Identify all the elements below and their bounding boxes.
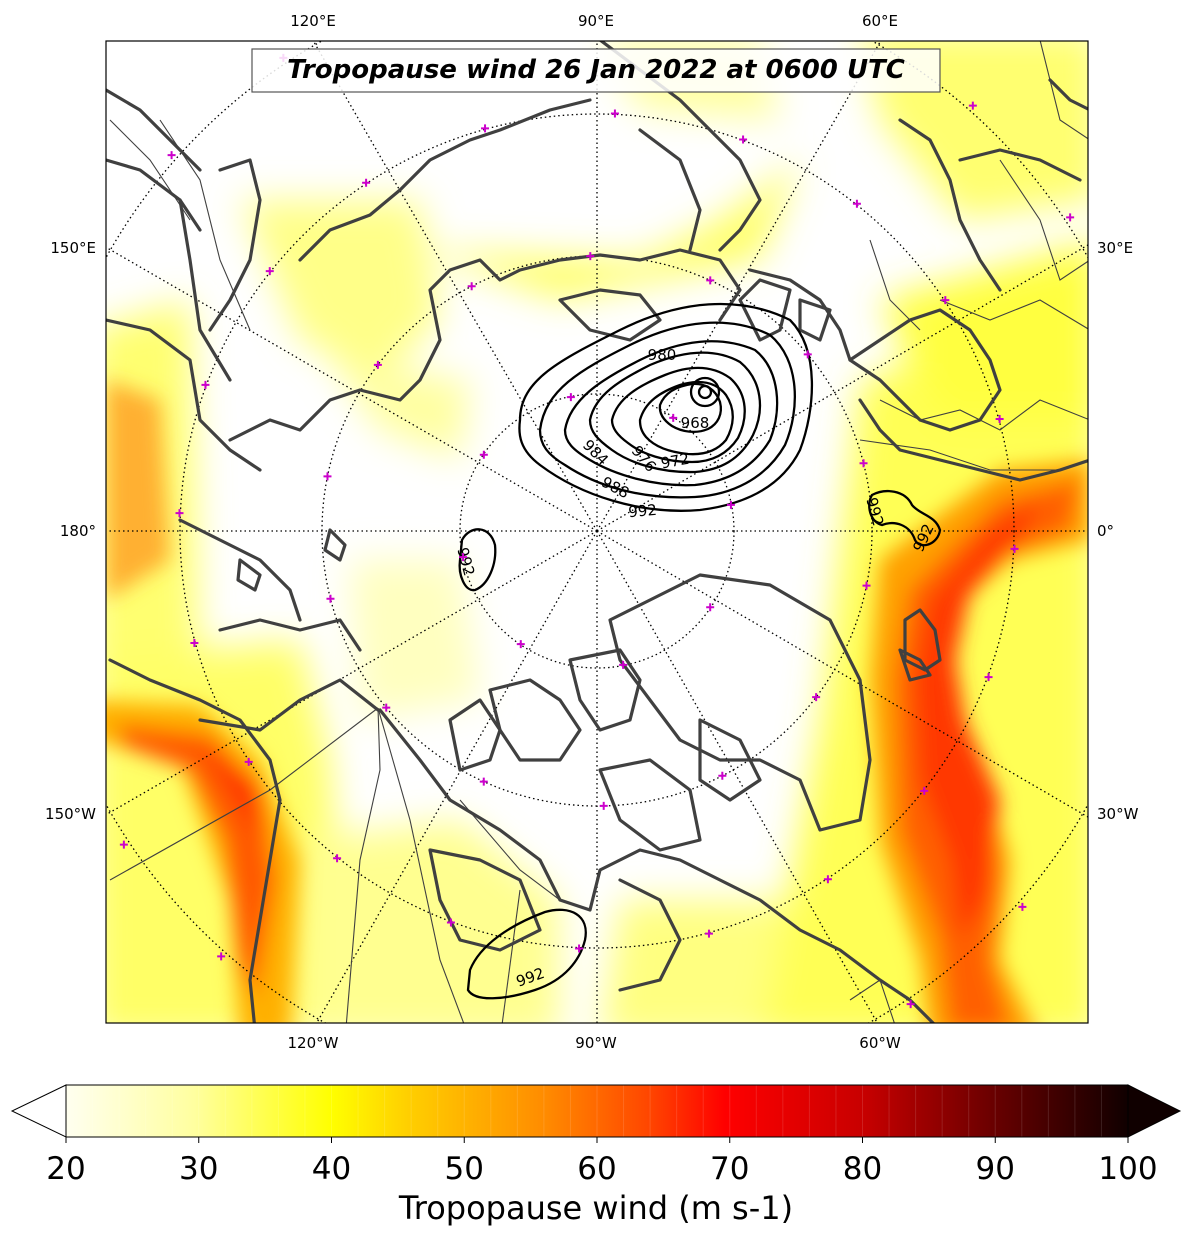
lon-label-right: 30°W (1097, 805, 1139, 823)
colorbar-tick-label: 50 (445, 1151, 484, 1187)
marker-plus (323, 472, 332, 481)
marker-plus (586, 252, 595, 261)
isobar-label: 992 (628, 501, 658, 521)
marker-plus (459, 553, 468, 562)
isobar-label: 980 (648, 346, 677, 364)
coastlines (106, 41, 1088, 1023)
marker-plus (984, 673, 993, 682)
lon-label-top: 120°E (290, 12, 336, 30)
colorbar: 20 30 40 50 60 70 80 90 100 Tropopause wind (m s… (10, 1084, 1182, 1227)
pressure-contours (458, 302, 942, 1000)
marker-plus (190, 638, 199, 647)
map-frame (105, 40, 1089, 1024)
marker-plus (968, 101, 977, 110)
marker-plus (119, 840, 128, 849)
lon-label-top: 90°E (578, 12, 614, 30)
marker-plus (167, 151, 176, 160)
marker-plus (201, 380, 210, 389)
colorbar-tick-label: 20 (46, 1151, 85, 1187)
colorbar-bands (92, 1085, 1102, 1137)
marker-plus (906, 1000, 915, 1009)
marker-plus (739, 135, 748, 144)
marker-plus (862, 581, 871, 590)
marker-plus (599, 801, 608, 810)
colorbar-max-extend (1127, 1084, 1182, 1138)
marker-plus (995, 415, 1004, 424)
colorbar-tick-label: 40 (312, 1151, 351, 1187)
marker-plus (175, 509, 184, 518)
marker-plus (382, 703, 391, 712)
colorbar-ticks: 20 30 40 50 60 70 80 90 100 (46, 1137, 1158, 1187)
colorbar-tick-label: 60 (577, 1151, 616, 1187)
colorbar-title: Tropopause wind (m s-1) (398, 1189, 793, 1227)
colorbar-tick-label: 90 (976, 1151, 1015, 1187)
marker-plus (575, 944, 584, 953)
marker-plus (1010, 544, 1019, 553)
marker-plus (610, 109, 619, 118)
isobar-label: 968 (681, 414, 710, 432)
lon-label-left: 150°W (45, 805, 96, 823)
lon-label-left: 150°E (50, 239, 96, 257)
marker-plus (619, 660, 628, 669)
marker-plus (446, 918, 455, 927)
marker-plus (718, 771, 727, 780)
lon-label-bottom: 60°W (859, 1034, 901, 1052)
observation-markers (119, 53, 1075, 1009)
map-area: 980 968 984 976 972 988 992 992 992 992 … (106, 41, 1088, 1023)
marker-plus (566, 393, 575, 402)
lon-label-right: 30°E (1097, 239, 1133, 257)
lon-label-top: 60°E (862, 12, 898, 30)
marker-plus (1018, 902, 1027, 911)
colorbar-tick-label: 100 (1098, 1151, 1157, 1187)
colorbar-bar (66, 1085, 1128, 1137)
marker-plus (1066, 213, 1075, 222)
longitude-labels: 120°E 90°E 60°E 120°W 90°W 60°W 150°E 18… (45, 12, 1139, 1052)
map-title: Tropopause wind 26 Jan 2022 at 0600 UTC (287, 55, 905, 85)
marker-plus (706, 276, 715, 285)
marker-plus (823, 875, 832, 884)
graticule (106, 41, 1088, 1023)
marker-plus (516, 640, 525, 649)
marker-plus (217, 952, 226, 961)
lon-label-right: 0° (1097, 522, 1114, 540)
lon-label-bottom: 120°W (288, 1034, 339, 1052)
marker-plus (481, 124, 490, 133)
colorbar-tick-label: 30 (179, 1151, 218, 1187)
jet-core-field (106, 380, 1088, 1023)
marker-plus (803, 350, 812, 359)
lon-label-bottom: 90°W (575, 1034, 617, 1052)
lon-label-left: 180° (60, 522, 96, 540)
marker-plus (333, 854, 342, 863)
marker-plus (704, 929, 713, 938)
marker-plus (920, 786, 929, 795)
colorbar-min-extend (10, 1084, 67, 1138)
marker-plus (706, 603, 715, 612)
marker-plus (265, 267, 274, 276)
colorbar-tick-label: 70 (710, 1151, 749, 1187)
colorbar-tick-label: 80 (843, 1151, 882, 1187)
marker-plus (362, 178, 371, 187)
marker-plus (326, 594, 335, 603)
marker-plus (373, 360, 382, 369)
marker-plus (726, 500, 735, 509)
marker-plus (479, 777, 488, 786)
marker-plus (852, 199, 861, 208)
marker-plus (941, 296, 950, 305)
marker-plus (479, 450, 488, 459)
title-box (251, 48, 941, 93)
marker-plus (467, 282, 476, 291)
marker-plus (859, 459, 868, 468)
marker-plus (812, 693, 821, 702)
marker-plus (244, 757, 253, 766)
marker-plus (669, 413, 678, 422)
isobar-label: 972 (659, 450, 690, 473)
